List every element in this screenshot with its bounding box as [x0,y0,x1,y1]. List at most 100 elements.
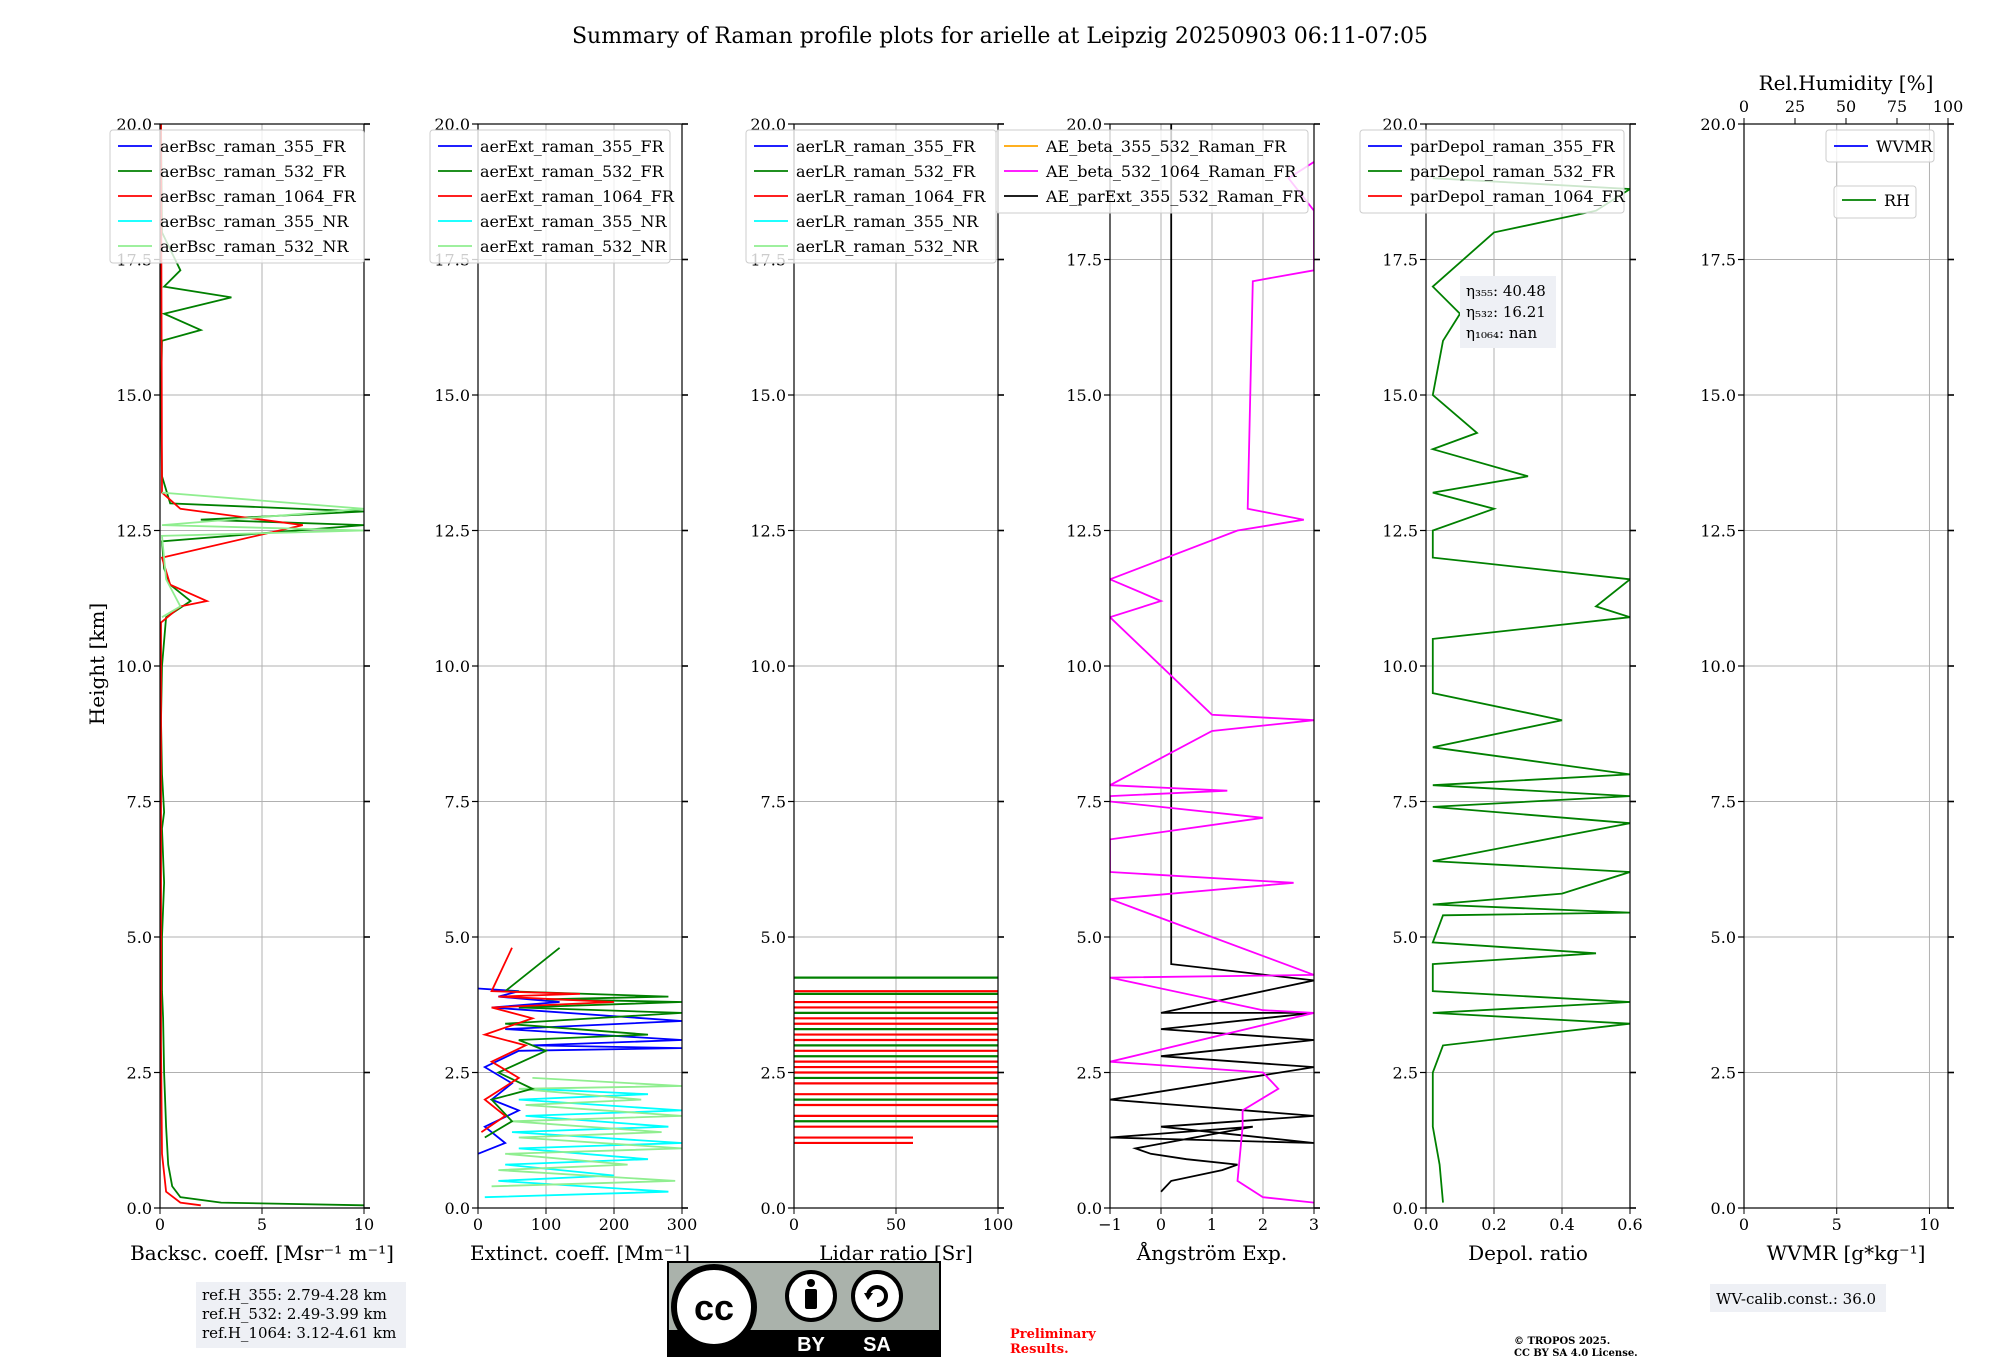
plot-area [160,124,364,1207]
legend-label: aerBsc_raman_355_FR [160,137,346,156]
legend-label: aerBsc_raman_1064_FR [160,187,357,206]
preliminary-line1: Preliminary [1010,1327,1096,1342]
figure-title: Summary of Raman profile plots for ariel… [572,24,1428,49]
x-tick-label: 0 [1739,1215,1749,1234]
y-tick-label: 15.0 [1382,386,1418,405]
legend: parDepol_raman_355_FR parDepol_raman_532_… [1359,129,1626,214]
x-tick-label: 10 [354,1215,374,1234]
y-tick-label: 10.0 [1700,657,1736,676]
series-aerBsc_raman_532_NR [161,491,364,618]
legend-label: parDepol_raman_1064_FR [1410,187,1626,206]
series-AE_beta_532_1064_Raman_FR [1110,161,1314,1204]
preliminary-line2: Results. [1010,1342,1069,1357]
y-tick-label: 0.0 [1393,1199,1418,1218]
y-tick-label: 10.0 [434,657,470,676]
y-tick-label: 2.5 [1711,1064,1736,1083]
y-tick-label: 12.5 [1382,522,1418,541]
panel-backscatter: 05100.02.55.07.510.012.515.017.520.0Back… [109,115,394,1265]
plot-area [794,976,998,1145]
y-tick-label: 12.5 [750,522,786,541]
top-x-tick-label: 50 [1836,97,1856,116]
axes-frame [1109,123,1315,1209]
legend-label: aerLR_raman_355_FR [796,137,976,156]
series-aerExt_raman_355_FR [478,987,682,1155]
y-tick-label: 10.0 [116,657,152,676]
panel-depolarization: 0.0 0.2 0.4 0.6 0.0 2.5 5.0 7.5 10.0 12.5 15.0 17.5… [1359,115,1643,1265]
legend-label: aerExt_raman_355_FR [480,137,665,156]
y-tick-label: 7.5 [445,793,470,812]
legend-label: aerBsc_raman_532_FR [160,162,346,181]
cc-sa-label: SA [863,1334,891,1356]
y-tick-label: 5.0 [127,928,152,947]
plot-area [1429,177,1630,1203]
x-tick-label: 10 [1919,1215,1939,1234]
x-tick-label: 0 [789,1215,799,1234]
x-axis-label: Backsc. coeff. [Msr⁻¹ m⁻¹] [130,1241,394,1265]
series-AE_parExt_355_532_Raman_FR [1110,124,1314,1193]
y-tick-label: 17.5 [1382,251,1418,270]
top-x-tick-label: 25 [1785,97,1805,116]
x-tick-label: 0 [1156,1215,1166,1234]
y-tick-label: 2.5 [1077,1064,1102,1083]
series-aerBsc_raman_1064_FR [160,124,304,1207]
y-tick-label: 0.0 [1077,1199,1102,1218]
y-tick-label: 0.0 [445,1199,470,1218]
x-tick-label: 0.0 [1413,1215,1438,1234]
eta-value: η₃₅₅: 40.48 [1466,282,1546,300]
x-tick-label: 0.2 [1481,1215,1506,1234]
y-tick-label: 17.5 [1066,251,1102,270]
refh-box: ref.H_355: 2.79-4.28 km ref.H_532: 2.49-… [196,1282,406,1348]
top-x-tick-label: 100 [1933,97,1964,116]
top-x-tick-label: 75 [1887,97,1907,116]
y-tick-label: 12.5 [1700,522,1736,541]
y-tick-label: 10.0 [1382,657,1418,676]
cc-circle [671,1264,757,1350]
top-x-tick-label: 0 [1739,97,1749,116]
legend-label: aerExt_raman_532_NR [480,237,668,256]
y-tick-label: 20.0 [116,115,152,134]
x-tick-label: 200 [599,1215,630,1234]
y-tick-label: 17.5 [1700,251,1736,270]
top-x-axis-label: Rel.Humidity [%] [1759,71,1934,95]
legend-label: aerLR_raman_1064_FR [796,187,986,206]
panel-water_vapor: 0 5 10 0.0 2.5 5.0 7.5 10.0 12.5 15.0 17.5 20.0 WVMR… [1700,71,1963,1265]
y-tick-label: 15.0 [750,386,786,405]
y-tick-label: 20.0 [1066,115,1102,134]
y-tick-label: 7.5 [127,793,152,812]
panel-lidar_ratio: 0501000.02.55.07.510.012.515.017.520.0Li… [745,115,1014,1265]
axes-frame [477,123,683,1209]
axes-frame [1425,123,1631,1209]
refh-355: ref.H_355: 2.79-4.28 km [202,1286,387,1304]
legend-label: AE_beta_355_532_Raman_FR [1045,137,1287,156]
series-parDepol_raman_532_FR [1429,177,1630,1203]
y-tick-label: 12.5 [434,522,470,541]
y-tick-label: 5.0 [445,928,470,947]
copyright-line1: © TROPOS 2025. [1514,1336,1610,1347]
y-tick-label: 20.0 [750,115,786,134]
x-tick-label: 5 [257,1215,267,1234]
y-tick-label: 7.5 [1393,793,1418,812]
y-tick-label: 20.0 [434,115,470,134]
legend: AE_beta_355_532_Raman_FR AE_beta_532_1064… [995,129,1309,214]
legend: aerBsc_raman_355_FR aerBsc_raman_532_FRae… [109,129,365,264]
panel-extinction: 01002003000.02.55.07.510.012.515.017.520… [429,115,697,1265]
x-tick-label: 100 [983,1215,1014,1234]
axes-frame [159,123,365,1209]
y-tick-label: 5.0 [1393,928,1418,947]
panel-angstrom: −1 0 1 2 3 0.0 2.5 5.0 7.5 10.0 12.5 15.0 17.5 20.0 Ån… [995,115,1320,1265]
y-tick-label: 12.5 [1066,522,1102,541]
y-tick-label: 15.0 [116,386,152,405]
legend-label: aerLR_raman_532_FR [796,162,976,181]
legend-label: aerBsc_raman_355_NR [160,212,349,231]
refh-532: ref.H_532: 2.49-3.99 km [202,1305,387,1323]
y-tick-label: 0.0 [761,1199,786,1218]
cc-text: cc [694,1287,734,1328]
sa-icon [851,1270,903,1322]
y-tick-label: 20.0 [1382,115,1418,134]
legend-label: aerLR_raman_355_NR [796,212,979,231]
x-axis-label: Extinct. coeff. [Mm⁻¹] [470,1241,690,1265]
y-tick-label: 5.0 [761,928,786,947]
y-tick-label: 15.0 [434,386,470,405]
plot-area [1110,124,1314,1204]
plot-area [478,947,682,1199]
